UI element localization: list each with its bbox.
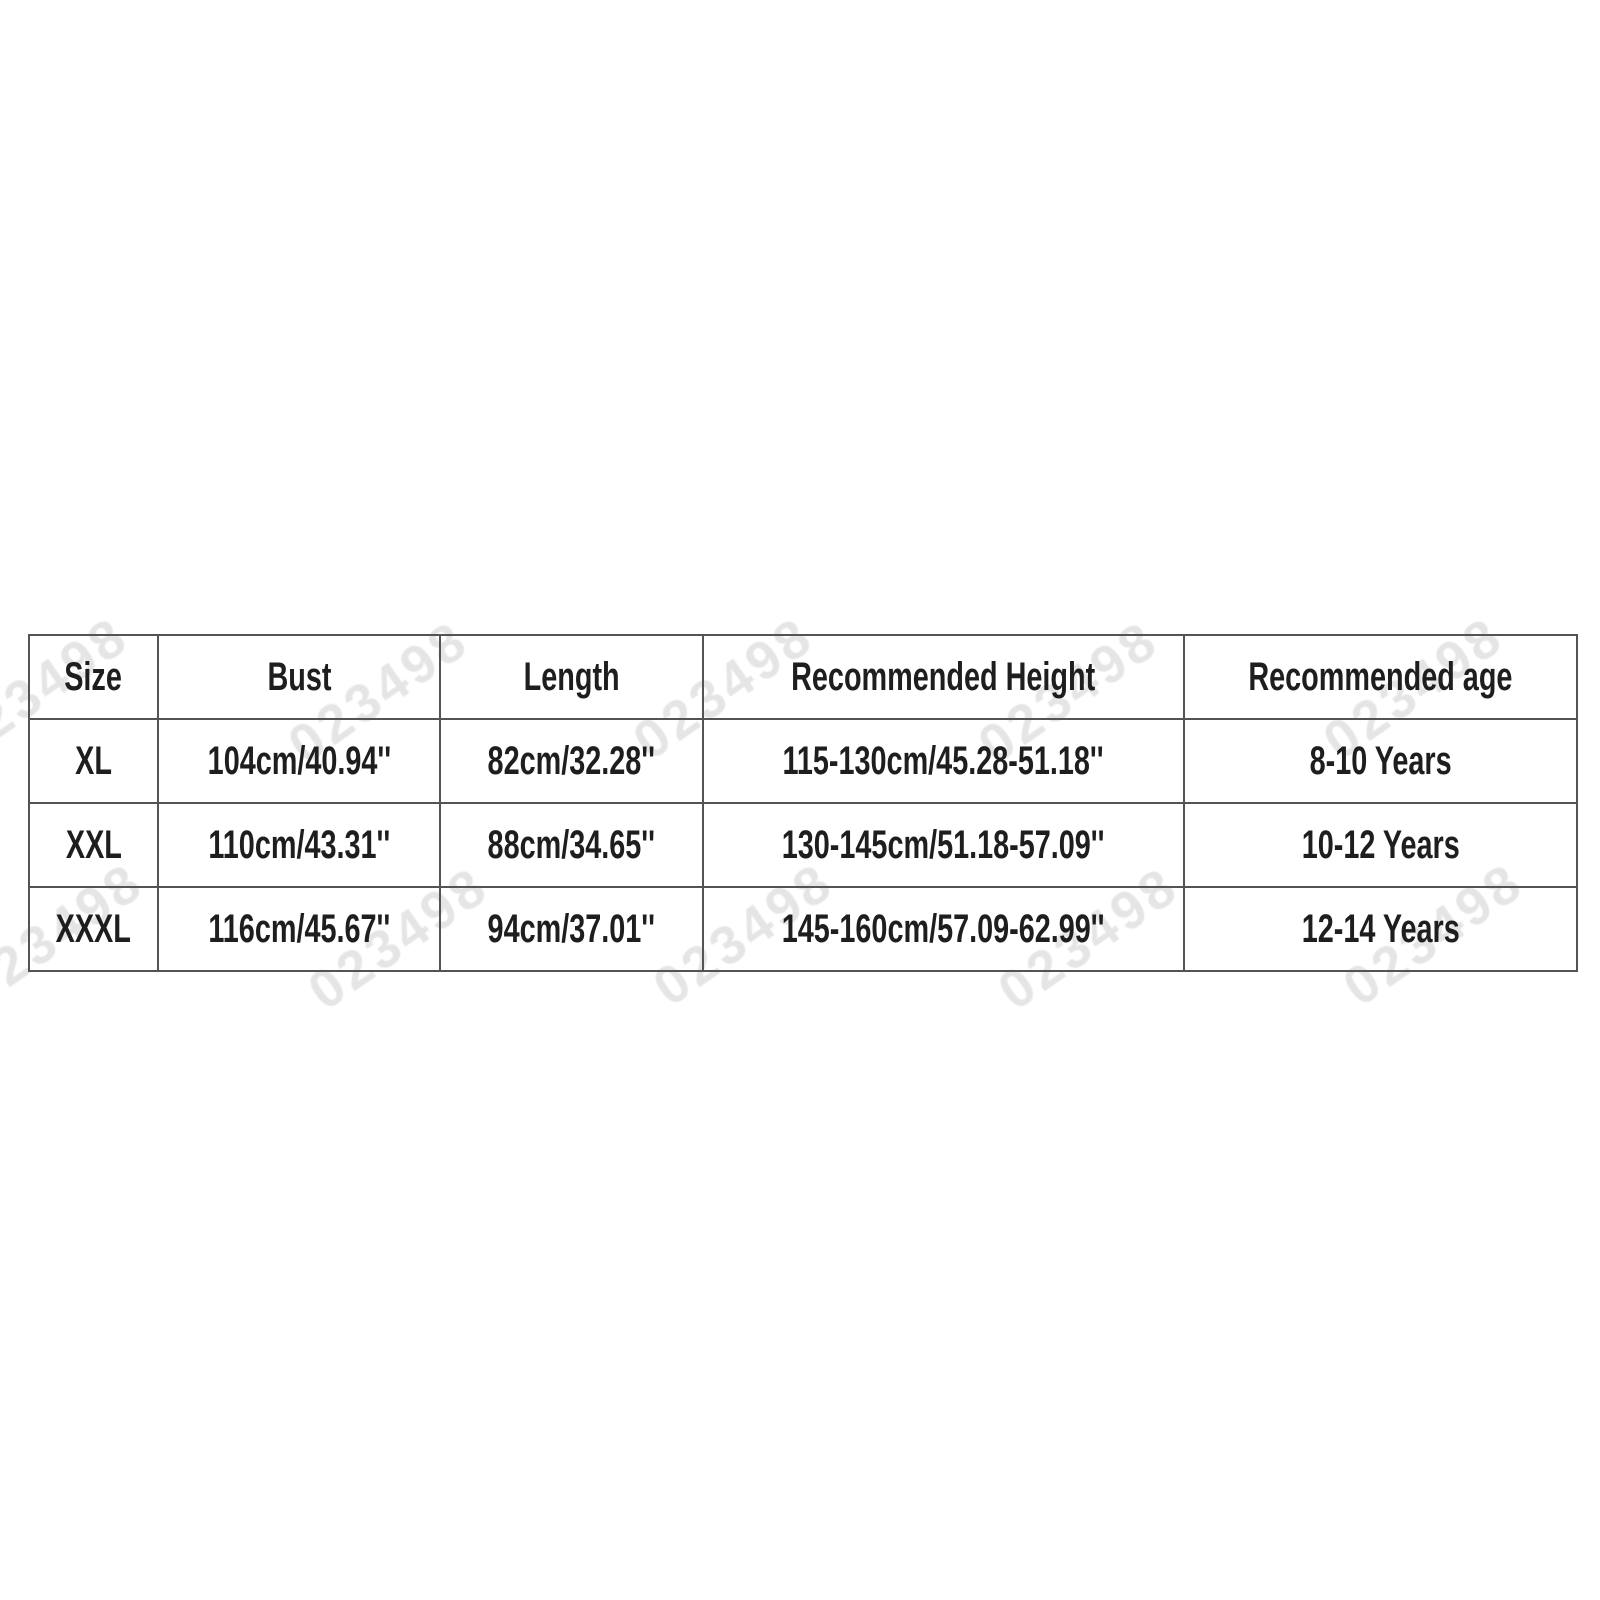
cell-xxl-recommended-age: 10-12 Years — [1183, 802, 1578, 888]
cell-xxxl-length: 94cm/37.01'' — [439, 886, 704, 972]
col-header-bust: Bust — [157, 634, 441, 720]
cell-xl-recommended-age: 8-10 Years — [1183, 718, 1578, 804]
table-row-xxl: XXL 110cm/43.31'' 88cm/34.65'' 130-145cm… — [28, 802, 1578, 888]
cell-xxl-size: XXL — [28, 802, 159, 888]
col-header-recommended-height: Recommended Height — [702, 634, 1185, 720]
cell-xxxl-size: XXXL — [28, 886, 159, 972]
cell-xl-recommended-age-value: 8-10 Years — [1309, 738, 1452, 783]
table-row-xxxl: XXXL 116cm/45.67'' 94cm/37.01'' 145-160c… — [28, 886, 1578, 972]
cell-xxl-length: 88cm/34.65'' — [439, 802, 704, 888]
cell-xxxl-bust-value: 116cm/45.67'' — [208, 906, 390, 951]
cell-xxl-recommended-age-value: 10-12 Years — [1301, 822, 1460, 867]
cell-xl-size: XL — [28, 718, 159, 804]
size-chart-table-wrap: Size Bust Length Recommended Height Reco… — [28, 634, 1578, 972]
cell-xxxl-recommended-age: 12-14 Years — [1183, 886, 1578, 972]
cell-xxl-length-value: 88cm/34.65'' — [487, 822, 656, 867]
cell-xl-recommended-height-value: 115-130cm/45.28-51.18'' — [782, 738, 1105, 783]
cell-xxl-bust: 110cm/43.31'' — [157, 802, 441, 888]
size-chart-table: Size Bust Length Recommended Height Reco… — [28, 634, 1578, 972]
cell-xxxl-recommended-height-value: 145-160cm/57.09-62.99'' — [782, 906, 1105, 951]
col-header-length: Length — [439, 634, 704, 720]
cell-xxl-size-value: XXL — [65, 822, 122, 867]
col-header-recommended-age-label: Recommended age — [1248, 654, 1513, 699]
cell-xl-recommended-height: 115-130cm/45.28-51.18'' — [702, 718, 1185, 804]
cell-xxxl-size-value: XXXL — [55, 906, 132, 951]
cell-xxxl-length-value: 94cm/37.01'' — [487, 906, 656, 951]
table-row-xl: XL 104cm/40.94'' 82cm/32.28'' 115-130cm/… — [28, 718, 1578, 804]
col-header-size: Size — [28, 634, 159, 720]
cell-xl-bust-value: 104cm/40.94'' — [207, 738, 391, 783]
cell-xxxl-recommended-age-value: 12-14 Years — [1301, 906, 1460, 951]
col-header-size-label: Size — [64, 654, 123, 699]
cell-xl-length: 82cm/32.28'' — [439, 718, 704, 804]
col-header-recommended-height-label: Recommended Height — [791, 654, 1096, 699]
cell-xl-length-value: 82cm/32.28'' — [487, 738, 656, 783]
cell-xxxl-recommended-height: 145-160cm/57.09-62.99'' — [702, 886, 1185, 972]
cell-xxl-recommended-height-value: 130-145cm/51.18-57.09'' — [782, 822, 1105, 867]
col-header-recommended-age: Recommended age — [1183, 634, 1578, 720]
col-header-length-label: Length — [523, 654, 620, 699]
cell-xxl-bust-value: 110cm/43.31'' — [208, 822, 390, 867]
cell-xxxl-bust: 116cm/45.67'' — [157, 886, 441, 972]
cell-xxl-recommended-height: 130-145cm/51.18-57.09'' — [702, 802, 1185, 888]
cell-xl-bust: 104cm/40.94'' — [157, 718, 441, 804]
header-row: Size Bust Length Recommended Height Reco… — [28, 634, 1578, 720]
col-header-bust-label: Bust — [266, 654, 331, 699]
cell-xl-size-value: XL — [75, 738, 112, 783]
